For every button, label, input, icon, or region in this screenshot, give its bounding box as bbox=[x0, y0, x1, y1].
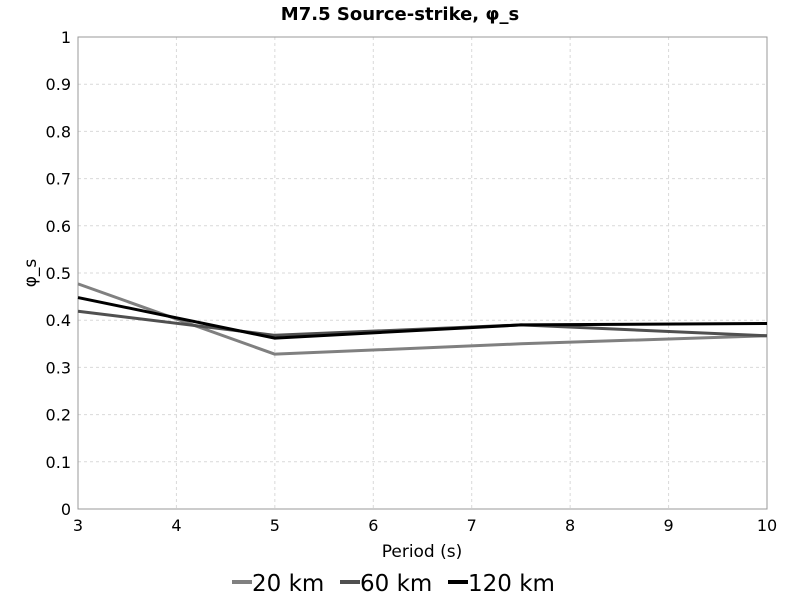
y-tick-label: 1 bbox=[61, 28, 71, 47]
y-tick-label: 0 bbox=[61, 500, 71, 519]
chart-title: M7.5 Source-strike, φ_s bbox=[281, 4, 519, 25]
x-tick-label: 3 bbox=[73, 516, 83, 535]
series-line-3 bbox=[77, 296, 768, 340]
y-tick-label: 0.8 bbox=[46, 122, 71, 141]
y-tick-label: 0.4 bbox=[46, 311, 71, 330]
x-tick-label: 5 bbox=[270, 516, 280, 535]
y-tick-label: 0.9 bbox=[46, 75, 71, 94]
y-axis-ticks: 0 0.1 0.2 0.3 0.4 0.5 0.6 0.7 0.8 0.9 1 bbox=[46, 28, 71, 519]
legend-label-2: 60 km bbox=[360, 571, 432, 597]
x-tick-label: 4 bbox=[171, 516, 181, 535]
x-tick-label: 8 bbox=[565, 516, 575, 535]
x-tick-label: 9 bbox=[663, 516, 673, 535]
y-tick-label: 0.6 bbox=[46, 217, 71, 236]
legend: 20 km 60 km 120 km bbox=[232, 571, 555, 597]
x-axis-label: Period (s) bbox=[382, 542, 463, 562]
y-tick-label: 0.7 bbox=[46, 170, 71, 189]
x-tick-label: 6 bbox=[368, 516, 378, 535]
plot-area-frame bbox=[77, 36, 768, 510]
legend-label-3: 120 km bbox=[468, 571, 555, 597]
y-tick-label: 0.3 bbox=[46, 358, 71, 377]
y-tick-label: 0.5 bbox=[46, 264, 71, 283]
grid bbox=[78, 37, 767, 509]
y-tick-label: 0.2 bbox=[46, 406, 71, 425]
x-tick-label: 7 bbox=[467, 516, 477, 535]
y-axis-label: φ_s bbox=[21, 259, 41, 288]
y-tick-label: 0.1 bbox=[46, 453, 71, 472]
legend-label-1: 20 km bbox=[252, 571, 324, 597]
x-axis-ticks: 3 4 5 6 7 8 9 10 bbox=[73, 516, 777, 535]
series bbox=[77, 282, 768, 356]
x-tick-label: 10 bbox=[757, 516, 777, 535]
